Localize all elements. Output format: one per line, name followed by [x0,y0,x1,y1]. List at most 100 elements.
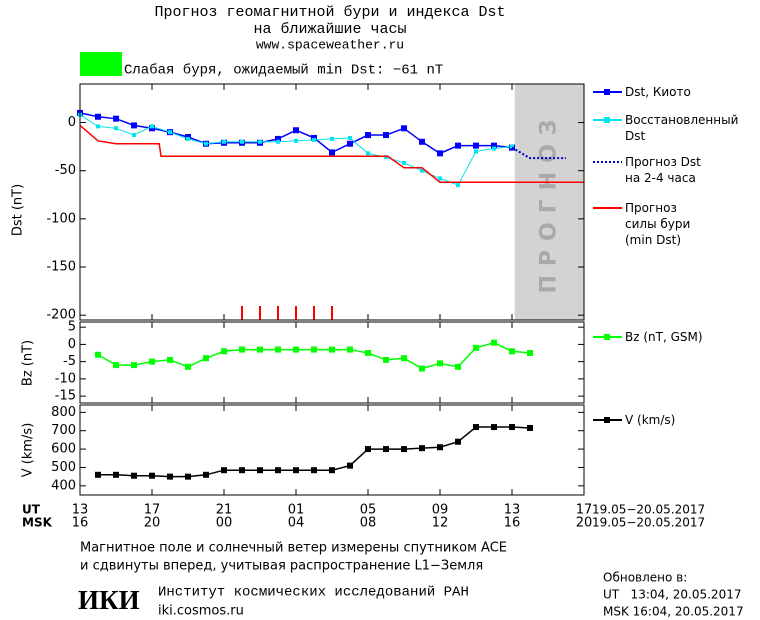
data-point [384,155,388,160]
data-point [330,136,334,141]
data-point [402,160,406,165]
forecast-region [514,84,584,320]
data-point [401,446,407,453]
storm-text: Слабая буря, ожидаемый min Dst: −61 nT [124,62,443,79]
institute: Институт космических исследований РАН [158,584,469,601]
data-point [168,130,172,135]
data-point [185,473,191,480]
x-tick-label: 13 [72,503,89,518]
data-point [474,149,478,154]
data-point [527,424,533,431]
data-point [509,424,515,431]
data-point [365,446,371,453]
data-point [95,113,101,120]
legend-entry: Dst, Киото [625,85,691,99]
data-point [473,142,479,149]
x-tick-label-msk: 04 [288,516,305,531]
data-point [275,135,281,142]
data-point [149,358,155,365]
updated-ut: UT 13:04, 20.05.2017 [603,588,741,602]
data-point [258,139,262,144]
data-point [185,363,191,370]
plot-frame [79,83,585,321]
data-point [455,363,461,370]
x-tick-label-msk: 00 [216,516,233,531]
y-axis-label: Bz (nT) [21,340,36,386]
data-point [438,176,442,181]
data-point [329,467,335,474]
data-point [401,355,407,362]
x-tick-label-msk: 16 [72,516,89,531]
legend-entry: Прогноз Dst на 2-4 часа [625,155,701,185]
data-point [186,136,190,141]
updated-label: Обновлено в: [603,571,687,585]
x-tick-label-msk: 08 [360,516,377,531]
msk-label: MSK [22,516,53,530]
data-point [293,346,299,353]
legend-marker [604,89,610,95]
x-tick-label: 01 [288,503,305,518]
footer-note: Магнитное поле и солнечный ветер измерен… [80,541,507,556]
y-tick-label: 700 [51,423,76,438]
y-axis-label: V (km/s) [21,423,36,478]
data-point [311,346,317,353]
data-point [491,339,497,346]
legend-entry: V (km/s) [625,413,676,427]
data-point [113,471,119,478]
y-tick-label: 0 [68,115,76,130]
data-point [366,151,370,156]
x-tick-label-msk: 12 [432,516,449,531]
data-point [455,438,461,445]
data-point [204,141,208,146]
data-point [222,139,226,144]
y-tick-label: -150 [46,260,76,275]
data-point [473,344,479,351]
data-point [257,346,263,353]
data-point [491,424,497,431]
logo: ИКИ [78,585,140,615]
data-point [276,139,280,144]
data-point [491,142,497,149]
x-tick-label: 17 [576,503,593,518]
data-point [383,356,389,363]
subtitle: на ближайшие часы [253,21,406,38]
x-tick-label: 17 [144,503,161,518]
data-point [347,140,353,147]
data-point [149,472,155,479]
storm-indicator [80,52,122,76]
data-point [221,348,227,355]
legend-entry: Прогноз силы бури (min Dst) [625,201,691,247]
legend-entry: Bz (nT, GSM) [625,330,703,344]
data-point [329,346,335,353]
data-point [132,133,136,138]
legend-marker [604,117,610,123]
data-point [239,346,245,353]
data-point [293,467,299,474]
data-point [347,462,353,469]
data-point [275,346,281,353]
data-point [437,444,443,451]
data-point [203,471,209,478]
y-tick-label: -100 [46,211,76,226]
data-point [347,346,353,353]
data-point [420,168,424,173]
y-tick-label: -10 [55,371,76,386]
data-point [293,127,299,134]
data-point [365,350,371,357]
legend-entry: Восстановленный Dst [625,113,739,143]
data-point [383,446,389,453]
data-point [348,135,352,140]
data-point [275,467,281,474]
ut-label: UT [22,503,41,517]
data-point [510,144,514,149]
msk-range: 19.05−20.05.2017 [592,516,705,530]
data-point [240,139,244,144]
data-point [221,467,227,474]
data-point [329,149,335,156]
y-tick-label: 0 [68,337,76,352]
data-point [492,146,496,151]
data-point [96,124,100,129]
forecast-label: ПРОГНОЗ [536,110,561,293]
